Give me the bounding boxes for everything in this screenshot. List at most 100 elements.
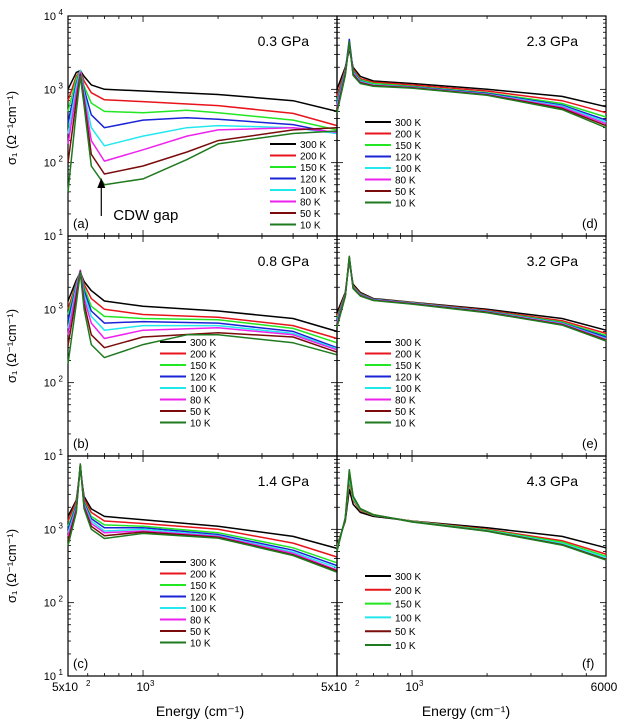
legend-label: 150 K — [395, 361, 421, 372]
legend-label: 100 K — [300, 186, 326, 197]
x-tick-label: 6000 — [591, 680, 618, 694]
legend-label: 300 K — [190, 338, 216, 349]
legend-label: 80 K — [190, 396, 211, 407]
legend-label: 50 K — [395, 407, 416, 418]
legend-label: 10 K — [395, 419, 416, 430]
legend-label: 300 K — [395, 338, 421, 349]
pressure-label: 2.3 GPa — [527, 33, 579, 49]
x-tick-label: 5x10 — [321, 680, 347, 694]
legend-label: 300 K — [395, 118, 421, 129]
legend-label: 10 K — [300, 221, 321, 232]
legend-label: 200 K — [395, 586, 421, 597]
legend-label: 300 K — [190, 558, 216, 569]
x-tick-label: 5x10 — [52, 680, 78, 694]
pressure-label: 0.8 GPa — [258, 253, 310, 269]
y-tick-label: 10 — [44, 671, 56, 683]
series-line-300K — [67, 69, 338, 113]
series-line-10K — [336, 468, 607, 561]
x-tick-exponent: 2 — [355, 679, 360, 688]
series-line-200K — [336, 259, 607, 335]
y-tick-exponent: 2 — [59, 155, 64, 164]
legend-label: 200 K — [300, 152, 326, 163]
panel-letter: (b) — [73, 436, 89, 451]
legend-label: 120 K — [190, 593, 216, 604]
y-tick-label: 10 — [44, 451, 56, 463]
y-axis-label-bottom: σ₁ (Ω⁻¹cm⁻¹) — [4, 529, 19, 603]
legend-label: 10 K — [190, 639, 211, 650]
legend-label: 100 K — [190, 384, 216, 395]
pressure-label: 0.3 GPa — [258, 33, 310, 49]
y-tick-exponent: 4 — [59, 8, 64, 17]
series-line-10K — [67, 271, 338, 365]
y-tick-label: 10 — [44, 11, 56, 23]
y-tick-exponent: 3 — [59, 521, 64, 530]
y-axis-label-top: σ₁ (Ω⁻¹cm⁻¹) — [4, 91, 19, 165]
legend-label: 50 K — [300, 209, 321, 220]
y-tick-exponent: 3 — [59, 81, 64, 90]
pressure-label: 3.2 GPa — [527, 253, 579, 269]
legend-label: 80 K — [395, 176, 416, 187]
y-tick-label: 10 — [44, 598, 56, 610]
series-line-10K — [67, 463, 338, 573]
legend-label: 100 K — [395, 384, 421, 395]
x-axis-label-left: Energy (cm⁻¹) — [156, 703, 244, 719]
y-tick-exponent: 1 — [59, 668, 64, 677]
legend-label: 200 K — [395, 130, 421, 141]
panel-letter: (d) — [582, 216, 598, 231]
pressure-label: 4.3 GPa — [527, 473, 579, 489]
legend-label: 300 K — [395, 572, 421, 583]
legend-label: 300 K — [300, 140, 326, 151]
legend-label: 50 K — [395, 627, 416, 638]
legend-label: 100 K — [395, 613, 421, 624]
x-tick-exponent: 3 — [150, 679, 155, 688]
legend-label: 80 K — [300, 198, 321, 209]
y-tick-label: 10 — [44, 231, 56, 243]
series-line-10K — [336, 255, 607, 342]
x-axis-label-right: Energy (cm⁻¹) — [422, 703, 510, 719]
annotation-label: CDW gap — [113, 207, 178, 224]
legend-label: 200 K — [190, 570, 216, 581]
y-tick-exponent: 2 — [59, 595, 64, 604]
legend-label: 50 K — [190, 407, 211, 418]
series-line-10K — [336, 40, 607, 129]
legend-label: 150 K — [190, 361, 216, 372]
legend-label: 80 K — [190, 616, 211, 627]
y-axis-label-middle: σ₁ (Ω⁻¹cm⁻¹) — [4, 309, 19, 383]
x-tick-label: 10 — [136, 680, 150, 694]
legend-label: 10 K — [395, 199, 416, 210]
y-tick-label: 10 — [44, 158, 56, 170]
series-line-300K — [336, 488, 607, 549]
legend-label: 50 K — [190, 627, 211, 638]
legend-label: 200 K — [395, 350, 421, 361]
panel-letter: (c) — [73, 656, 88, 671]
legend-label: 120 K — [395, 373, 421, 384]
legend-label: 120 K — [300, 175, 326, 186]
panel-frame — [336, 455, 607, 677]
y-tick-exponent: 3 — [59, 301, 64, 310]
series-line-200K — [336, 46, 607, 114]
legend-label: 10 K — [395, 641, 416, 652]
y-tick-exponent: 1 — [59, 228, 64, 237]
legend-label: 80 K — [395, 396, 416, 407]
series-line-100K — [67, 69, 338, 147]
annotation-arrow-head — [97, 178, 106, 188]
legend-label: 120 K — [395, 153, 421, 164]
y-tick-label: 10 — [44, 378, 56, 390]
x-tick-label: 10 — [405, 680, 419, 694]
legend-label: 150 K — [300, 163, 326, 174]
x-tick-exponent: 3 — [419, 679, 424, 688]
legend-label: 200 K — [190, 350, 216, 361]
series-line-300K — [336, 260, 607, 331]
y-tick-exponent: 2 — [59, 375, 64, 384]
legend-label: 150 K — [395, 141, 421, 152]
y-tick-label: 10 — [44, 524, 56, 536]
legend-label: 120 K — [190, 373, 216, 384]
panel-letter: (a) — [73, 216, 89, 231]
series-line-300K — [336, 48, 607, 108]
panel-letter: (f) — [582, 656, 594, 671]
